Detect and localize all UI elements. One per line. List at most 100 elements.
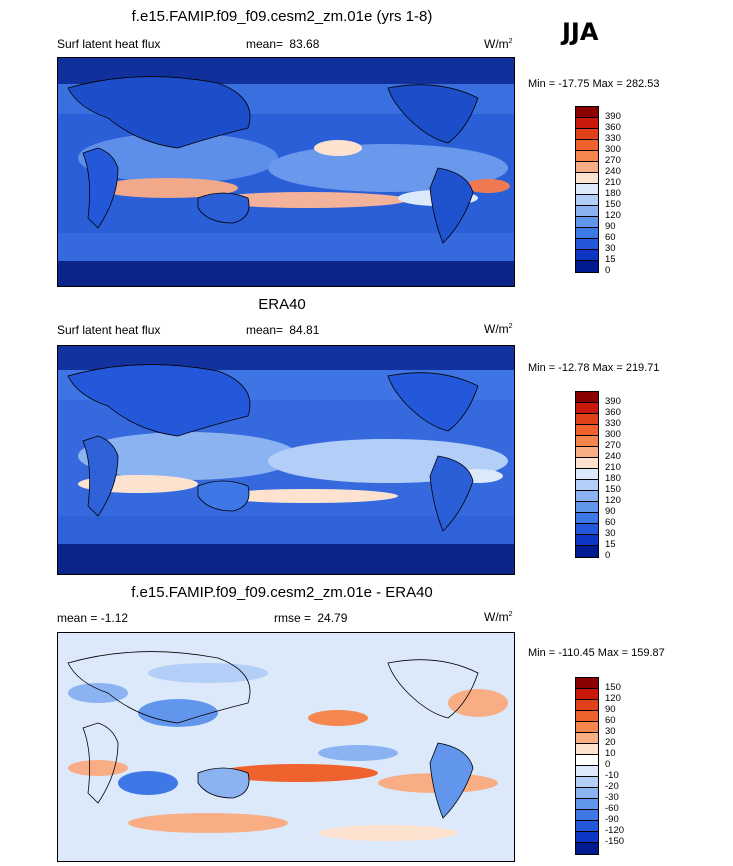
colorbar-tick-label: -120 xyxy=(605,825,625,836)
panel-2-units-text: W/m xyxy=(484,322,509,336)
colorbar-tick-label: 210 xyxy=(605,462,621,473)
colorbar-tick-label: 20 xyxy=(605,737,616,748)
panel-2-minmax: Min = -12.78 Max = 219.71 xyxy=(528,362,660,374)
panel-3-units: W/m2 xyxy=(484,610,513,624)
panel-1-units-sup: 2 xyxy=(508,38,513,45)
colorbar-segment xyxy=(576,469,598,480)
colorbar-segment xyxy=(576,524,598,535)
colorbar-segment xyxy=(576,788,598,799)
colorbar-segment xyxy=(576,535,598,546)
colorbar-segment xyxy=(576,546,598,557)
colorbar-tick-label: 90 xyxy=(605,704,616,715)
colorbar-tick-label: -60 xyxy=(605,803,619,814)
colorbar-tick-label: 30 xyxy=(605,528,616,539)
panel-3-rmse: rmse = 24.79 xyxy=(274,611,347,625)
panel-2-colorbar xyxy=(575,391,599,558)
colorbar-tick-label: 270 xyxy=(605,155,621,166)
panel-2-mean: mean= 84.81 xyxy=(246,323,319,337)
panel-1-map xyxy=(57,57,515,287)
panel-3-units-text: W/m xyxy=(484,610,509,624)
colorbar-segment xyxy=(576,722,598,733)
colorbar-tick-label: 240 xyxy=(605,451,621,462)
colorbar-segment xyxy=(576,744,598,755)
colorbar-tick-label: 0 xyxy=(605,759,611,770)
panel-1-title: f.e15.FAMIP.f09_f09.cesm2_zm.01e (yrs 1-… xyxy=(131,8,433,25)
panel-1-units-text: W/m xyxy=(484,37,509,51)
panel-3-map xyxy=(57,632,515,862)
colorbar-tick-label: 30 xyxy=(605,726,616,737)
panel-2-map xyxy=(57,345,515,575)
colorbar-tick-label: 360 xyxy=(605,407,621,418)
panel-3-units-sup: 2 xyxy=(508,611,513,618)
colorbar-tick-label: 210 xyxy=(605,177,621,188)
colorbar-tick-label: 0 xyxy=(605,265,611,276)
colorbar-segment xyxy=(576,502,598,513)
panel-3-rmse-label: rmse = xyxy=(274,611,312,625)
panel-3-rmse-value: 24.79 xyxy=(317,611,348,625)
panel-3-colorbar xyxy=(575,677,599,855)
panel-3-map-svg xyxy=(67,651,508,841)
colorbar-tick-label: 120 xyxy=(605,495,621,506)
colorbar-tick-label: 90 xyxy=(605,506,616,517)
panel-1-mean-label: mean= xyxy=(246,37,284,51)
panel-1-mean-value: 83.68 xyxy=(289,37,320,51)
colorbar-tick-label: 390 xyxy=(605,396,621,407)
colorbar-tick-label: 180 xyxy=(605,188,621,199)
colorbar-tick-label: 330 xyxy=(605,133,621,144)
colorbar-tick-label: 120 xyxy=(605,693,621,704)
colorbar-segment xyxy=(576,491,598,502)
colorbar-segment xyxy=(576,843,598,854)
colorbar-segment xyxy=(576,832,598,843)
colorbar-segment xyxy=(576,261,598,272)
colorbar-segment xyxy=(576,392,598,403)
panel-3-minmax: Min = -110.45 Max = 159.87 xyxy=(528,647,665,659)
colorbar-tick-label: 300 xyxy=(605,144,621,155)
colorbar-segment xyxy=(576,480,598,491)
colorbar-tick-label: 150 xyxy=(605,682,621,693)
colorbar-tick-label: 10 xyxy=(605,748,616,759)
colorbar-segment xyxy=(576,711,598,722)
colorbar-segment xyxy=(576,140,598,151)
colorbar-segment xyxy=(576,755,598,766)
colorbar-segment xyxy=(576,239,598,250)
colorbar-tick-label: 150 xyxy=(605,484,621,495)
panel-1-minmax: Min = -17.75 Max = 282.53 xyxy=(528,78,660,90)
colorbar-segment xyxy=(576,513,598,524)
panel-2-variable-label: Surf latent heat flux xyxy=(57,323,161,337)
panel-3-mean: mean = -1.12 xyxy=(57,611,129,625)
colorbar-segment xyxy=(576,678,598,689)
panel-2-map-svg xyxy=(58,346,514,574)
panel-1-map-svg xyxy=(58,58,514,286)
colorbar-tick-label: 360 xyxy=(605,122,621,133)
colorbar-tick-label: 60 xyxy=(605,517,616,528)
colorbar-segment xyxy=(576,733,598,744)
colorbar-segment xyxy=(576,129,598,140)
panel-1-mean: mean= 83.68 xyxy=(246,37,319,51)
colorbar-segment xyxy=(576,184,598,195)
panel-1-colorbar xyxy=(575,106,599,273)
colorbar-segment xyxy=(576,414,598,425)
colorbar-tick-label: -20 xyxy=(605,781,619,792)
colorbar-tick-label: 120 xyxy=(605,210,621,221)
colorbar-tick-label: 390 xyxy=(605,111,621,122)
colorbar-tick-label: 330 xyxy=(605,418,621,429)
colorbar-tick-label: 270 xyxy=(605,440,621,451)
colorbar-segment xyxy=(576,821,598,832)
colorbar-segment xyxy=(576,195,598,206)
colorbar-tick-label: -90 xyxy=(605,814,619,825)
panel-2-units: W/m2 xyxy=(484,322,513,336)
colorbar-segment xyxy=(576,689,598,700)
colorbar-tick-label: 150 xyxy=(605,199,621,210)
colorbar-tick-label: 0 xyxy=(605,550,611,561)
colorbar-tick-label: 15 xyxy=(605,254,616,265)
colorbar-segment xyxy=(576,118,598,129)
panel-2-title: ERA40 xyxy=(258,296,306,313)
colorbar-segment xyxy=(576,250,598,261)
colorbar-segment xyxy=(576,173,598,184)
colorbar-tick-label: 90 xyxy=(605,221,616,232)
colorbar-segment xyxy=(576,810,598,821)
colorbar-tick-label: -150 xyxy=(605,836,625,847)
colorbar-segment xyxy=(576,447,598,458)
colorbar-tick-label: 15 xyxy=(605,539,616,550)
colorbar-segment xyxy=(576,217,598,228)
